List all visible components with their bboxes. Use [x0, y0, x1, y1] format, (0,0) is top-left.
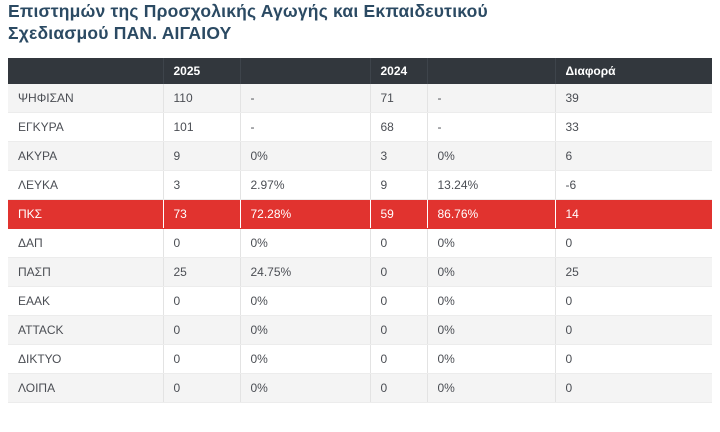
row-label: ΠΑΣΠ	[8, 257, 164, 287]
column-header-label	[8, 58, 164, 84]
table-row: ATTACK 0 0% 0 0% 0	[8, 315, 712, 345]
count-2024: 3	[370, 141, 428, 171]
pct-2025: 0%	[240, 228, 371, 258]
count-2025: 0	[163, 315, 241, 345]
page-title-line-2: Σχεδιασμού ΠΑΝ. ΑΙΓΑΙΟΥ	[8, 22, 232, 43]
row-label: ΛΕΥΚΑ	[8, 170, 164, 200]
count-2025: 110	[163, 84, 241, 113]
pct-2025: 0%	[240, 373, 371, 403]
count-2024: 0	[370, 315, 428, 345]
row-label: ΔΙΚΤΥΟ	[8, 344, 164, 374]
row-label: ΠΚΣ	[8, 199, 164, 229]
pct-2024: 0%	[427, 344, 556, 374]
diff-value: 0	[555, 228, 712, 258]
count-2025: 25	[163, 257, 241, 287]
table-row: ΑΚΥΡΑ 9 0% 3 0% 6	[8, 141, 712, 171]
count-2024: 0	[370, 257, 428, 287]
pct-2024: 0%	[427, 315, 556, 345]
count-2025: 0	[163, 344, 241, 374]
diff-value: 0	[555, 315, 712, 345]
column-header-2024-pct	[427, 58, 556, 84]
column-header-diff: Διαφορά	[555, 58, 712, 84]
pct-2024: 13.24%	[427, 170, 556, 200]
row-label: ΛΟΙΠΑ	[8, 373, 164, 403]
pct-2025: 0%	[240, 344, 371, 374]
pct-2024: 0%	[427, 286, 556, 316]
pct-2024: 0%	[427, 373, 556, 403]
count-2025: 0	[163, 286, 241, 316]
pct-2024: -	[427, 112, 556, 142]
count-2024: 0	[370, 286, 428, 316]
pct-2025: 0%	[240, 141, 371, 171]
pct-2024: 0%	[427, 141, 556, 171]
count-2024: 68	[370, 112, 428, 142]
pct-2025: 24.75%	[240, 257, 371, 287]
pct-2025: 0%	[240, 315, 371, 345]
count-2024: 59	[370, 199, 428, 229]
pct-2025: 2.97%	[240, 170, 371, 200]
count-2024: 0	[370, 344, 428, 374]
pct-2024: 0%	[427, 228, 556, 258]
column-header-2024: 2024	[370, 58, 428, 84]
pct-2025: -	[240, 84, 371, 113]
count-2025: 9	[163, 141, 241, 171]
table-row: ΕΑΑΚ 0 0% 0 0% 0	[8, 286, 712, 316]
table-row: ΔΑΠ 0 0% 0 0% 0	[8, 228, 712, 258]
row-label: ATTACK	[8, 315, 164, 345]
page-title: Επιστημών της Προσχολικής Αγωγής και Εκπ…	[8, 1, 708, 44]
count-2025: 3	[163, 170, 241, 200]
row-label: ΑΚΥΡΑ	[8, 141, 164, 171]
diff-value: 39	[555, 84, 712, 113]
table-row-highlighted: ΠΚΣ 73 72.28% 59 86.76% 14	[8, 199, 712, 229]
table-row: ΕΓΚΥΡΑ 101 - 68 - 33	[8, 112, 712, 142]
table-row: ΨΗΦΙΣΑΝ 110 - 71 - 39	[8, 84, 712, 113]
diff-value: -6	[555, 170, 712, 200]
pct-2025: -	[240, 112, 371, 142]
table-header-row: 2025 2024 Διαφορά	[8, 58, 712, 84]
pct-2024: 0%	[427, 257, 556, 287]
table-row: ΛΟΙΠΑ 0 0% 0 0% 0	[8, 373, 712, 403]
count-2024: 0	[370, 373, 428, 403]
count-2025: 73	[163, 199, 241, 229]
diff-value: 33	[555, 112, 712, 142]
diff-value: 25	[555, 257, 712, 287]
table-row: ΠΑΣΠ 25 24.75% 0 0% 25	[8, 257, 712, 287]
count-2025: 0	[163, 228, 241, 258]
count-2025: 101	[163, 112, 241, 142]
diff-value: 0	[555, 286, 712, 316]
count-2024: 9	[370, 170, 428, 200]
table-row: ΔΙΚΤΥΟ 0 0% 0 0% 0	[8, 344, 712, 374]
column-header-2025: 2025	[163, 58, 241, 84]
pct-2024: -	[427, 84, 556, 113]
row-label: ΕΑΑΚ	[8, 286, 164, 316]
diff-value: 0	[555, 344, 712, 374]
page-title-line-1: Επιστημών της Προσχολικής Αγωγής και Εκπ…	[8, 1, 488, 21]
pct-2024: 86.76%	[427, 199, 556, 229]
row-label: ΕΓΚΥΡΑ	[8, 112, 164, 142]
count-2024: 0	[370, 228, 428, 258]
diff-value: 0	[555, 373, 712, 403]
column-header-2025-pct	[240, 58, 371, 84]
diff-value: 14	[555, 199, 712, 229]
count-2025: 0	[163, 373, 241, 403]
table-row: ΛΕΥΚΑ 3 2.97% 9 13.24% -6	[8, 170, 712, 200]
pct-2025: 0%	[240, 286, 371, 316]
row-label: ΨΗΦΙΣΑΝ	[8, 84, 164, 113]
count-2024: 71	[370, 84, 428, 113]
results-table: 2025 2024 Διαφορά ΨΗΦΙΣΑΝ 110 - 71 - 39 …	[8, 58, 712, 403]
diff-value: 6	[555, 141, 712, 171]
row-label: ΔΑΠ	[8, 228, 164, 258]
pct-2025: 72.28%	[240, 199, 371, 229]
